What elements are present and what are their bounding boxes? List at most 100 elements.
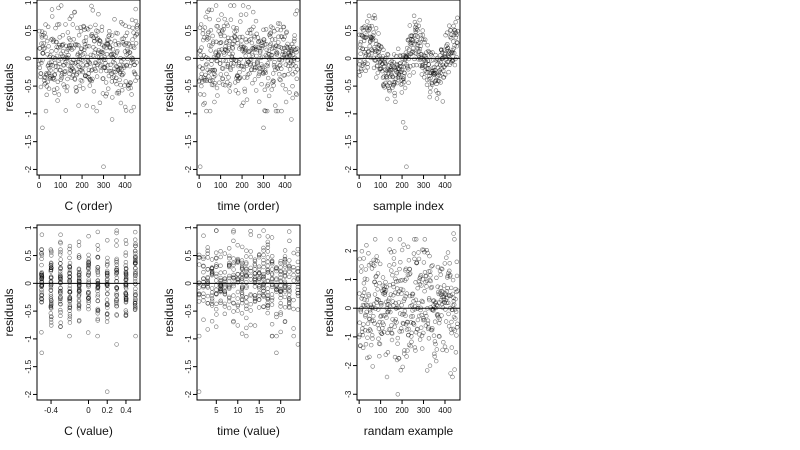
data-point xyxy=(269,235,275,240)
data-point xyxy=(290,83,295,89)
data-point xyxy=(58,273,63,279)
data-point xyxy=(261,245,266,251)
data-point xyxy=(48,317,54,322)
data-point xyxy=(227,296,232,301)
data-point xyxy=(452,50,457,56)
data-point xyxy=(38,84,44,90)
data-point xyxy=(422,75,427,80)
data-point xyxy=(266,75,271,81)
data-point xyxy=(225,23,230,28)
data-point xyxy=(409,50,415,55)
data-point xyxy=(40,125,45,131)
data-point xyxy=(129,55,135,60)
data-point xyxy=(252,34,257,40)
data-point xyxy=(114,228,119,233)
data-point xyxy=(244,306,249,311)
data-point xyxy=(234,26,239,31)
data-point xyxy=(257,266,262,272)
data-point xyxy=(453,19,458,25)
data-point xyxy=(99,24,105,29)
data-point xyxy=(62,71,67,77)
data-point xyxy=(55,45,61,50)
data-point xyxy=(413,27,418,33)
data-point xyxy=(292,33,297,38)
data-point xyxy=(391,293,396,298)
data-point xyxy=(416,57,421,62)
data-point xyxy=(423,58,428,63)
data-point xyxy=(417,17,422,23)
data-point xyxy=(226,75,231,80)
data-point xyxy=(389,337,395,343)
x-tick-label: 0.4 xyxy=(120,406,132,415)
data-point xyxy=(261,39,267,45)
data-point xyxy=(412,345,418,350)
data-point xyxy=(40,50,46,56)
data-point xyxy=(358,51,363,56)
data-point xyxy=(361,345,366,350)
data-point xyxy=(106,33,111,39)
data-point xyxy=(281,37,286,42)
data-point xyxy=(213,3,219,8)
data-point xyxy=(76,32,82,38)
data-point xyxy=(214,287,219,293)
data-point xyxy=(449,330,454,336)
data-point xyxy=(95,284,101,289)
data-point xyxy=(259,62,264,67)
data-point xyxy=(76,275,82,280)
data-point xyxy=(231,228,236,233)
y-tick-label: -1.5 xyxy=(24,134,33,148)
data-point xyxy=(372,292,378,297)
data-point xyxy=(39,253,45,258)
data-point xyxy=(257,284,262,289)
data-point xyxy=(197,262,202,267)
data-point xyxy=(270,78,276,83)
data-point xyxy=(402,351,407,356)
data-point xyxy=(222,285,228,291)
data-point xyxy=(248,228,253,234)
data-point xyxy=(424,313,429,319)
data-point xyxy=(375,271,381,276)
data-point xyxy=(109,117,115,122)
data-point xyxy=(436,333,442,339)
data-point xyxy=(367,354,372,360)
data-point xyxy=(399,291,404,296)
data-point xyxy=(277,77,282,82)
data-point xyxy=(58,3,64,8)
data-point xyxy=(114,268,119,273)
y-tick-label: -2 xyxy=(344,361,353,369)
data-point xyxy=(77,289,82,294)
data-point xyxy=(227,275,232,281)
data-point xyxy=(446,69,451,75)
data-point xyxy=(235,276,241,281)
data-point xyxy=(58,296,63,301)
data-point xyxy=(388,309,393,315)
data-point xyxy=(261,248,266,253)
data-point xyxy=(57,42,62,48)
data-point xyxy=(129,17,135,23)
data-point xyxy=(291,326,296,331)
data-point xyxy=(449,285,454,291)
data-point xyxy=(261,27,266,32)
data-point xyxy=(407,267,412,272)
data-point xyxy=(444,30,450,35)
data-point xyxy=(214,85,220,91)
data-point xyxy=(227,273,232,279)
data-point xyxy=(404,164,409,169)
data-point xyxy=(80,69,86,75)
data-point xyxy=(265,234,270,239)
data-point xyxy=(80,63,85,68)
data-point xyxy=(264,41,269,47)
y-tick-label: -0.5 xyxy=(24,79,33,93)
data-point xyxy=(415,34,420,39)
data-point xyxy=(358,343,363,348)
data-point xyxy=(225,79,230,85)
data-point xyxy=(114,243,119,248)
data-point xyxy=(455,321,460,326)
data-point xyxy=(133,241,138,247)
data-point xyxy=(239,260,245,266)
data-point xyxy=(282,259,288,264)
data-point xyxy=(278,295,283,301)
data-point xyxy=(397,311,403,316)
data-point xyxy=(222,289,228,295)
